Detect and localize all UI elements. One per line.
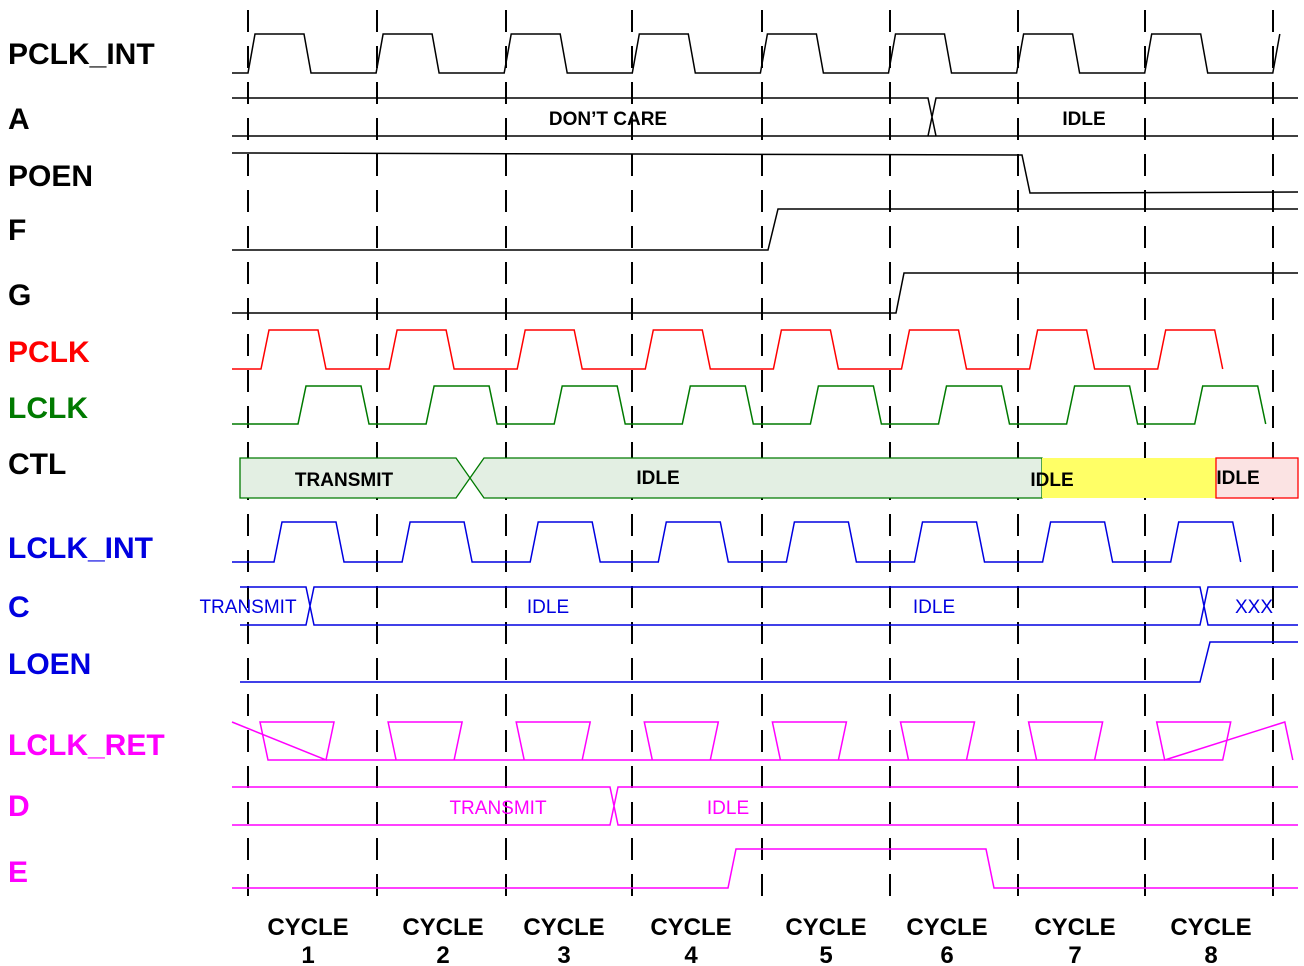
waveform-lclk (232, 385, 1267, 425)
label-lclk-ret: LCLK_RET (8, 729, 165, 762)
label-c: C (8, 591, 30, 624)
cycle-2-word: CYCLE (402, 914, 483, 941)
label-d: D (8, 790, 30, 823)
cycle-8-word: CYCLE (1170, 914, 1251, 941)
waveform-pclk-int (232, 33, 1281, 74)
ctl-value-idle-3: IDLE (1216, 468, 1259, 489)
waveform-d (232, 786, 1298, 826)
cycle-7-number: 7 (1068, 942, 1081, 966)
cycle-4-word: CYCLE (650, 914, 731, 941)
ctl-segment-idle-red (1215, 457, 1299, 499)
cycle-2-number: 2 (436, 942, 449, 966)
waveform-poen (231, 152, 1299, 194)
cycle-7-word: CYCLE (1034, 914, 1115, 941)
a-value-dont-care: DON’T CARE (549, 109, 667, 130)
ctl-segment-idle-yellow (1042, 458, 1216, 498)
cycle-5-word: CYCLE (785, 914, 866, 941)
c-value-transmit: TRANSMIT (199, 597, 297, 618)
cycle-1-word: CYCLE (267, 914, 348, 941)
c-value-xxx: XXX (1235, 597, 1273, 618)
waveform-lclk-int (232, 521, 1242, 563)
waveform-lclk-ret (231, 721, 1294, 762)
label-pclk-int: PCLK_INT (8, 38, 155, 71)
waveform-loen (240, 641, 1298, 683)
c-value-idle-1: IDLE (527, 597, 569, 618)
waveform-c (240, 586, 1298, 626)
ctl-value-idle-2: IDLE (1030, 470, 1073, 491)
waveform-a (232, 97, 1298, 137)
signal-labels: PCLK_INT A POEN F G PCLK LCLK CTL LCLK_I… (8, 38, 165, 889)
cycle-3-word: CYCLE (523, 914, 604, 941)
cycle-6-number: 6 (940, 942, 953, 966)
cycle-6-word: CYCLE (906, 914, 987, 941)
cycle-5-number: 5 (819, 942, 832, 966)
label-e: E (8, 856, 28, 889)
cycle-4-number: 4 (684, 942, 698, 966)
cycle-1-number: 1 (301, 942, 314, 966)
d-value-transmit: TRANSMIT (449, 798, 547, 819)
label-lclk-int: LCLK_INT (8, 532, 153, 565)
label-pclk: PCLK (8, 336, 90, 369)
cycle-8-number: 8 (1204, 942, 1217, 966)
ctl-value-transmit: TRANSMIT (295, 470, 394, 491)
waveform-e (232, 848, 1298, 889)
label-a: A (8, 103, 30, 136)
label-g: G (8, 279, 31, 312)
a-value-idle: IDLE (1062, 109, 1105, 130)
waveform-ctl (239, 457, 1299, 499)
label-ctl: CTL (8, 448, 66, 481)
c-value-idle-2: IDLE (913, 597, 955, 618)
ctl-value-idle-1: IDLE (636, 468, 679, 489)
label-loen: LOEN (8, 648, 91, 681)
ctl-segment-transmit (239, 457, 471, 499)
label-poen: POEN (8, 160, 93, 193)
waveform-pclk (232, 329, 1224, 370)
label-lclk: LCLK (8, 392, 88, 425)
ctl-segment-idle-green (469, 457, 1043, 499)
label-f: F (8, 214, 26, 247)
cycle-3-number: 3 (557, 942, 570, 966)
waveform-f (232, 208, 1298, 251)
waveform-g (232, 272, 1298, 314)
cycle-labels: CYCLE 1 CYCLE 2 CYCLE 3 CYCLE 4 CYCLE 5 … (267, 914, 1251, 966)
d-value-idle: IDLE (707, 798, 749, 819)
